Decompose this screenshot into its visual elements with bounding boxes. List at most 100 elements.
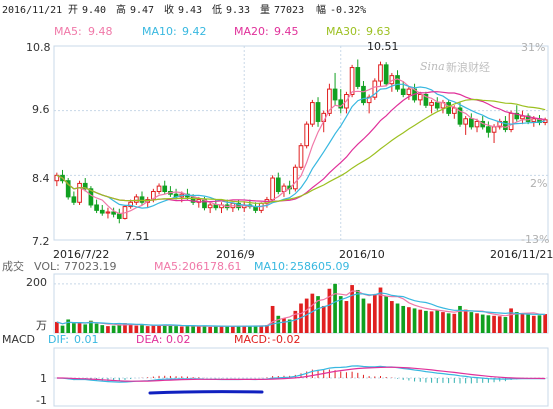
candlestick-series <box>54 59 548 224</box>
vol-value: 77023.19 <box>64 260 117 273</box>
volume-bar <box>401 305 406 333</box>
candle-body <box>315 102 321 122</box>
dif-value: 0.01 <box>74 333 99 346</box>
volume-bar <box>497 316 502 333</box>
candle-body <box>486 126 491 133</box>
header-open-label: 开 <box>68 5 78 16</box>
macd-lines <box>56 365 546 395</box>
volume-bar <box>441 312 445 333</box>
volume-bar <box>140 325 144 333</box>
volume-bar <box>162 324 167 333</box>
volume-bar <box>486 315 491 333</box>
volume-bar <box>543 314 548 333</box>
volume-bars <box>54 283 548 333</box>
candle-body <box>99 209 105 214</box>
candle-body <box>156 185 162 193</box>
volume-bar <box>83 324 88 333</box>
volume-bar <box>378 287 383 333</box>
volume-bar <box>94 323 99 333</box>
volume-bar <box>89 320 93 333</box>
candle-body <box>88 188 94 206</box>
candle-body <box>463 118 469 125</box>
volume-bar <box>208 326 212 333</box>
volume-bar <box>310 293 315 333</box>
volume-unit-wan: 万 <box>36 319 47 332</box>
header-high-label: 高 <box>116 3 126 16</box>
candle-body <box>457 107 463 125</box>
volume-bar <box>384 296 389 333</box>
price-axis-labels: 10.8 9.6 8.4 7.2 31% 2% -13% <box>26 41 549 248</box>
ma-lines <box>56 78 546 215</box>
volume-bar <box>480 314 485 333</box>
volume-bar <box>338 296 343 333</box>
volume-bar <box>253 326 258 333</box>
price-grid-frame <box>53 45 549 241</box>
candle-body <box>139 196 145 203</box>
candle-body <box>128 201 134 208</box>
header-close-value: 9.43 <box>178 5 202 16</box>
volume-bar <box>66 319 71 333</box>
ma30-legend-label: MA30: <box>326 25 361 38</box>
candle-body <box>304 123 310 147</box>
volume-bar <box>509 308 513 333</box>
candle-body <box>366 96 372 104</box>
volume-tick-200: 200 <box>26 276 47 289</box>
candle-body <box>275 177 281 192</box>
ma20-legend-value: 9.45 <box>274 25 299 38</box>
candle-body <box>361 85 366 104</box>
date-label-oct: 2016/10 <box>339 248 385 261</box>
candle-body <box>71 196 77 203</box>
volume-bar <box>219 325 224 333</box>
volume-bar <box>236 326 241 333</box>
ma5-legend-value: 9.48 <box>88 25 113 38</box>
candle-body <box>77 182 82 203</box>
date-label-end: 2016/11/21 <box>490 248 553 261</box>
volume-bar <box>321 305 326 333</box>
volume-bar <box>259 325 264 333</box>
volume-bar <box>344 301 349 333</box>
header-high-value: 9.47 <box>130 5 154 16</box>
volume-bar <box>503 317 508 333</box>
volume-bar <box>531 315 536 333</box>
volume-bar <box>72 323 76 333</box>
volume-bar <box>225 326 230 333</box>
volume-bar <box>475 313 479 333</box>
max-price-annotation: 10.51 <box>367 40 399 53</box>
candle-body <box>400 88 406 96</box>
header-volume-value: 77023 <box>274 5 304 16</box>
volume-bar <box>293 310 298 333</box>
candle-body <box>508 112 514 131</box>
candle-body <box>383 64 389 85</box>
macd-title: MACD <box>2 333 35 346</box>
volume-bar <box>446 313 451 333</box>
pct-tick-minus-13: -13% <box>521 233 549 246</box>
sina-watermark: Sina 新浪财经 <box>420 60 490 74</box>
vol-ma5-label: MA5: <box>154 260 182 273</box>
macd-value: -0.02 <box>272 333 300 346</box>
header-date: 2016/11/21 <box>2 5 62 16</box>
macd-tick-1: 1 <box>40 372 47 385</box>
hand-drawn-underline <box>148 390 264 395</box>
header-open-value: 9.40 <box>82 5 106 16</box>
candle-body <box>531 118 537 122</box>
volume-bar <box>287 319 292 333</box>
volume-bar <box>100 325 105 333</box>
price-tick-10-8: 10.8 <box>26 41 51 54</box>
volume-bar <box>248 325 252 333</box>
volume-bar <box>151 325 156 333</box>
date-axis: 2016/7/22 2016/9 2016/10 2016/11/21 <box>53 248 553 261</box>
volume-bar <box>304 298 309 333</box>
ma5-legend-label: MA5: <box>54 25 82 38</box>
dif-label: DIF: <box>48 333 69 346</box>
candle-body <box>162 185 168 193</box>
watermark-text: 新浪财经 <box>446 60 490 74</box>
volume-bar <box>520 313 525 333</box>
volume-bar <box>185 325 190 333</box>
vol-ma5-value: 206178.61 <box>182 260 242 273</box>
volume-bar <box>367 303 371 333</box>
macd-tick-minus-1: -1 <box>36 394 47 407</box>
volume-bar <box>424 310 428 333</box>
volume-bar <box>463 309 468 333</box>
candle-body <box>327 88 332 114</box>
volume-bar <box>128 324 133 333</box>
